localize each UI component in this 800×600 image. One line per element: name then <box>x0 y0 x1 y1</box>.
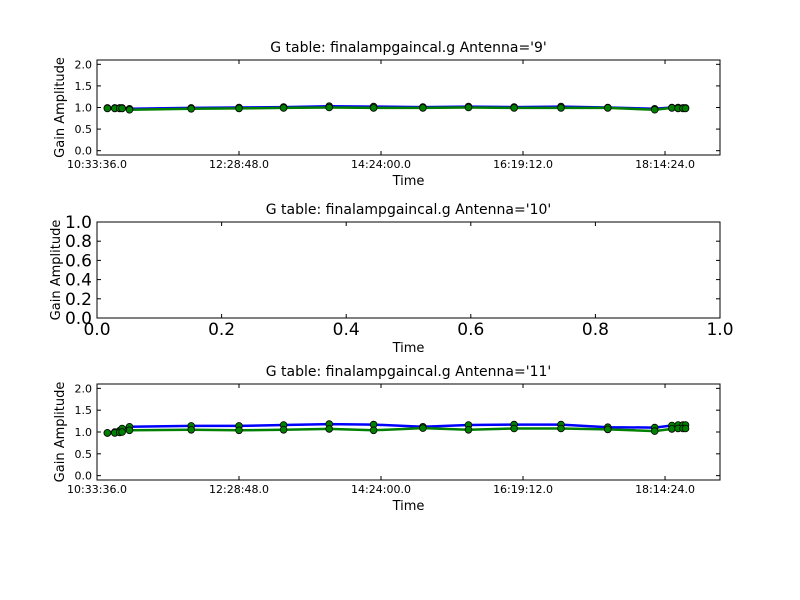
x-axis-label: Time <box>392 341 425 356</box>
data-point <box>369 104 378 112</box>
data-point <box>668 104 676 112</box>
data-point <box>187 425 196 434</box>
y-tick-label: 0.8 <box>65 232 92 252</box>
y-tick-label: 0.5 <box>75 448 93 461</box>
x-tick-label: 0.4 <box>333 320 360 340</box>
y-tick-label: 0.4 <box>65 271 92 291</box>
y-axis-label: Gain Amplitude <box>53 57 68 158</box>
data-point <box>681 104 690 113</box>
y-tick-label: 2.0 <box>75 382 93 395</box>
data-point <box>125 105 134 114</box>
y-tick-label: 0.0 <box>75 470 93 483</box>
y-tick-label: 0.0 <box>75 145 93 158</box>
data-point <box>419 424 427 432</box>
subplot-2: G table: finalampgaincal.g Antenna='10' 0… <box>49 202 734 356</box>
x-tick-label: 10:33:36.0 <box>67 158 127 171</box>
y-tick-label: 1.5 <box>75 404 93 417</box>
y-tick-label: 2.0 <box>75 58 93 71</box>
data-point <box>118 428 126 436</box>
x-tick-label: 16:19:12.0 <box>493 158 553 171</box>
x-tick-label: 0.6 <box>457 320 484 340</box>
data-point <box>419 104 427 112</box>
y-tick-label: 1.0 <box>75 102 93 115</box>
plot-title: G table: finalampgaincal.g Antenna='10' <box>266 202 552 218</box>
x-tick-label: 14:24:00.0 <box>351 483 411 496</box>
x-tick-label: 1.0 <box>706 320 733 340</box>
y-tick-label: 0.2 <box>65 290 92 310</box>
y-tick-label: 1.0 <box>75 426 93 439</box>
x-tick-label: 14:24:00.0 <box>351 158 411 171</box>
data-point <box>510 104 518 112</box>
subplot-1: G table: finalampgaincal.g Antenna='9' 10… <box>53 40 721 189</box>
data-point <box>650 427 659 435</box>
data-point <box>681 424 690 433</box>
x-tick-label: 12:28:48.0 <box>209 158 269 171</box>
data-point <box>279 425 288 434</box>
y-axis-label: Gain Amplitude <box>53 382 68 483</box>
data-point <box>187 105 196 113</box>
x-tick-label: 10:33:36.0 <box>67 483 127 496</box>
data-point <box>557 104 565 112</box>
data-point <box>235 426 243 435</box>
x-tick-label: 18:14:24.0 <box>635 158 695 171</box>
y-tick-label: 0.5 <box>75 123 93 136</box>
data-point <box>118 104 126 113</box>
x-tick-label: 0.8 <box>582 320 609 340</box>
y-tick-label: 1.5 <box>75 80 93 93</box>
data-point <box>464 425 473 434</box>
data-point <box>650 105 659 114</box>
data-point <box>235 104 243 113</box>
y-tick-label: 1.0 <box>65 213 92 233</box>
x-axis-label: Time <box>392 174 425 189</box>
data-point <box>603 425 612 434</box>
data-point <box>464 103 473 112</box>
y-tick-label: 0.6 <box>65 251 92 271</box>
x-tick-label: 0.0 <box>83 320 110 340</box>
plot-title: G table: finalampgaincal.g Antenna='11' <box>266 364 552 380</box>
data-point <box>557 424 565 433</box>
x-tick-label: 12:28:48.0 <box>209 483 269 496</box>
plot-title: G table: finalampgaincal.g Antenna='9' <box>270 40 547 56</box>
data-point <box>603 104 612 112</box>
data-point <box>668 425 676 433</box>
x-tick-label: 18:14:24.0 <box>635 483 695 496</box>
subplot-3: G table: finalampgaincal.g Antenna='11' 1… <box>53 364 721 514</box>
x-axis-label: Time <box>392 499 425 514</box>
data-point <box>103 104 112 113</box>
data-point <box>369 426 378 435</box>
x-tick-label: 0.2 <box>208 320 235 340</box>
data-point <box>325 103 334 112</box>
x-tick-label: 16:19:12.0 <box>493 483 553 496</box>
data-point <box>103 429 112 437</box>
y-axis-label: Gain Amplitude <box>49 220 64 321</box>
data-point <box>125 426 134 435</box>
data-point <box>279 104 288 112</box>
data-point <box>510 424 518 433</box>
y-tick-label: 0.0 <box>65 309 92 329</box>
data-point <box>325 425 334 433</box>
axes-frame <box>96 221 721 319</box>
